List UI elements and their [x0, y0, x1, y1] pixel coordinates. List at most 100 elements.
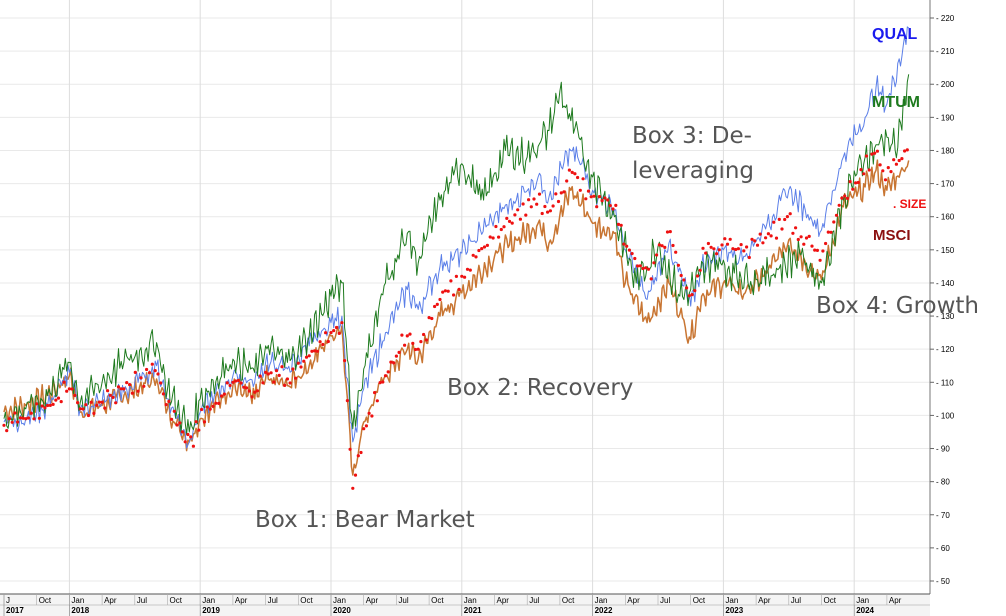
size-point	[76, 401, 80, 405]
size-point	[532, 197, 536, 201]
x-tick-label: Apr	[366, 596, 379, 605]
size-point	[304, 355, 309, 359]
size-point	[510, 221, 514, 225]
size-point	[108, 393, 112, 397]
size-point	[381, 380, 385, 384]
size-point	[854, 181, 858, 185]
y-tick-label: - 190	[936, 113, 955, 122]
size-point	[161, 392, 165, 396]
size-point	[633, 256, 637, 261]
x-tick-label: Jul	[398, 596, 408, 605]
size-point	[337, 331, 341, 335]
size-point	[761, 241, 765, 245]
size-point	[897, 158, 901, 163]
size-point	[657, 243, 662, 247]
size-point	[283, 383, 287, 387]
y-tick-label: - 80	[936, 478, 950, 487]
x-axis: 2017 2018 2019 2020 2021 2022 2023 2024 J Oct Jan A…	[3, 594, 902, 616]
size-point	[843, 194, 847, 198]
size-point	[324, 331, 328, 335]
size-point	[200, 407, 204, 412]
label-qual: QUAL	[872, 26, 918, 43]
size-point	[310, 349, 314, 353]
size-point	[725, 242, 730, 246]
size-point	[392, 361, 396, 365]
size-point	[584, 197, 588, 201]
x-year-label: 2024	[856, 606, 874, 615]
size-point	[362, 427, 366, 431]
size-point	[595, 205, 599, 209]
size-point	[652, 261, 656, 265]
size-point	[810, 244, 814, 248]
x-tick-label: Oct	[300, 596, 313, 605]
size-point	[894, 162, 899, 166]
size-point	[518, 217, 523, 221]
size-point	[56, 396, 61, 400]
size-point	[24, 417, 28, 421]
size-point	[272, 380, 276, 384]
size-point	[119, 387, 123, 391]
series-size-dots	[2, 148, 909, 490]
size-point	[103, 406, 107, 410]
y-tick-label: - 100	[936, 411, 955, 420]
size-point	[153, 369, 157, 373]
size-point	[370, 414, 374, 418]
size-point	[340, 321, 344, 325]
x-tick-label: Jan	[856, 596, 869, 605]
series-msci-line	[3, 159, 910, 476]
size-point	[736, 247, 741, 251]
size-point	[608, 204, 612, 208]
x-tick-label: Jan	[333, 596, 346, 605]
size-point	[397, 350, 401, 354]
size-point	[170, 417, 174, 421]
y-tick-label: - 170	[936, 180, 955, 189]
size-point	[446, 289, 450, 293]
size-point	[474, 255, 478, 259]
size-point	[507, 219, 512, 223]
size-point	[889, 170, 893, 174]
size-point	[253, 390, 257, 394]
size-point	[186, 432, 190, 437]
size-point	[750, 237, 754, 241]
size-point	[78, 407, 82, 411]
size-point	[222, 392, 226, 396]
size-point	[636, 264, 640, 268]
series-qual-line	[3, 26, 909, 449]
size-point	[21, 416, 25, 420]
size-point	[280, 365, 284, 369]
size-point	[799, 235, 803, 239]
size-point	[247, 389, 251, 393]
size-point	[225, 381, 229, 385]
size-point	[682, 278, 686, 282]
x-tick-label: Apr	[758, 596, 771, 605]
size-point	[460, 274, 464, 278]
size-point	[903, 149, 907, 153]
size-point	[627, 248, 632, 252]
size-point	[294, 376, 298, 380]
size-point	[592, 194, 596, 198]
size-point	[881, 169, 885, 173]
size-point	[851, 187, 855, 191]
size-point	[578, 188, 582, 192]
size-point	[67, 387, 71, 391]
size-point	[62, 380, 66, 384]
size-point	[516, 208, 520, 212]
size-point	[663, 245, 667, 249]
size-point	[720, 243, 724, 247]
x-tick-label: Jul	[268, 596, 278, 605]
size-point	[630, 252, 634, 256]
size-point	[576, 175, 580, 180]
y-tick-label: - 150	[936, 246, 955, 255]
size-point	[142, 384, 146, 388]
size-point	[502, 225, 506, 229]
size-point	[86, 413, 91, 418]
size-point	[802, 242, 806, 246]
size-point	[589, 195, 593, 199]
size-point	[731, 247, 735, 251]
size-point	[214, 401, 218, 405]
size-point	[837, 203, 841, 207]
y-tick-label: - 140	[936, 279, 955, 288]
size-point	[364, 424, 368, 428]
size-point	[554, 192, 558, 196]
size-point	[739, 243, 743, 247]
